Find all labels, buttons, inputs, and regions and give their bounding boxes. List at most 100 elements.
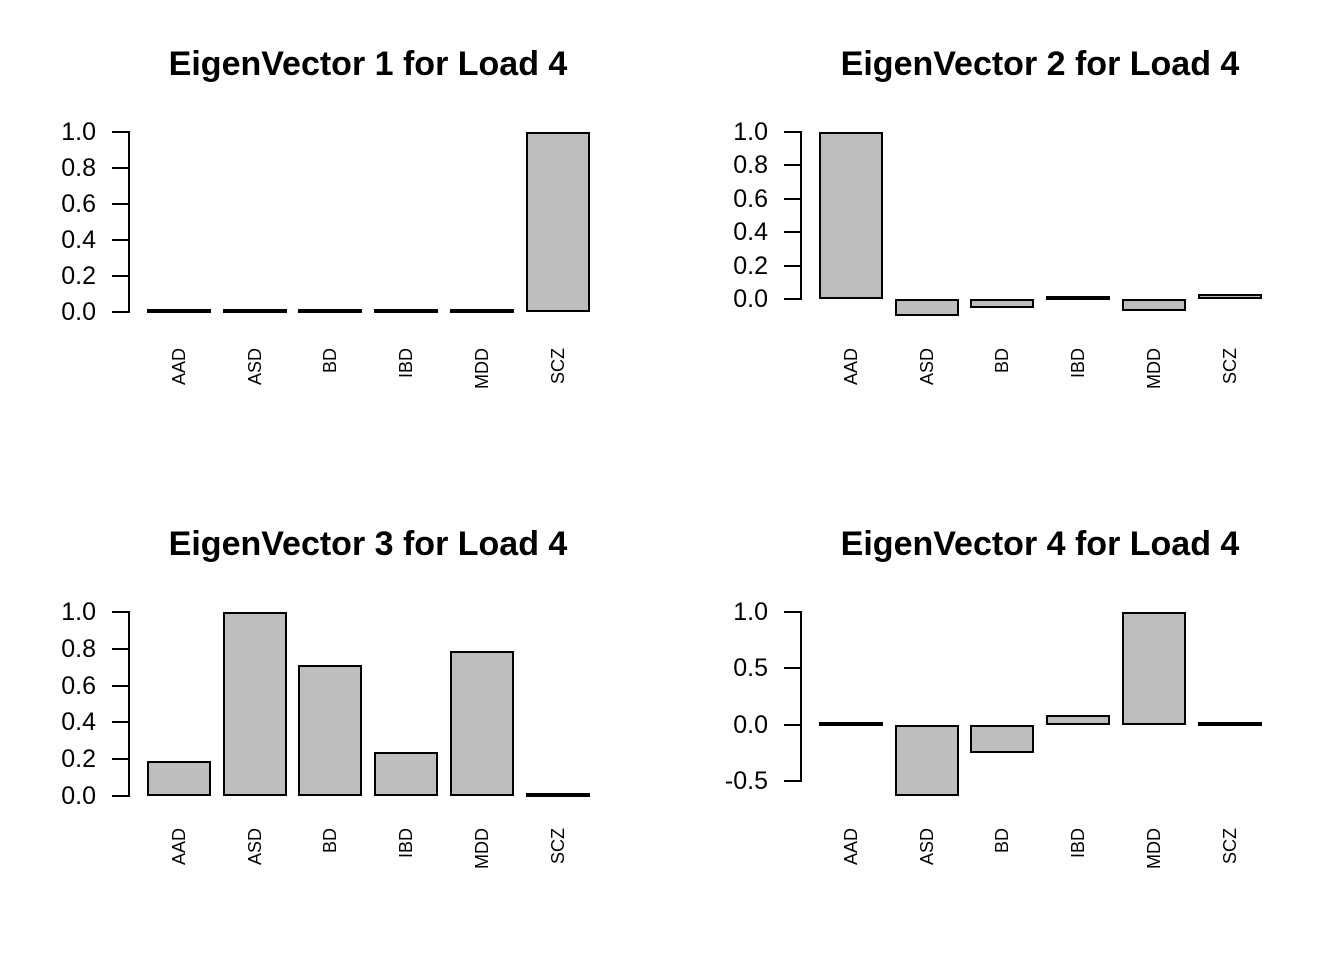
- x-category-label: SCZ: [547, 828, 568, 864]
- bar-mdd: [1121, 612, 1186, 725]
- y-axis-tick: [112, 611, 130, 613]
- y-axis-tick: [784, 131, 802, 133]
- bar-aad: [147, 309, 211, 314]
- bar-asd: [894, 299, 959, 316]
- x-category-label: IBD: [1068, 828, 1089, 859]
- x-category-label: MDD: [1143, 828, 1164, 869]
- y-tick-label: 0.6: [61, 190, 96, 219]
- y-axis-tick: [784, 780, 802, 783]
- y-axis-tick: [112, 167, 130, 170]
- y-axis-tick: [112, 647, 130, 650]
- y-axis-tick: [112, 311, 130, 314]
- plot-area: -0.5 0.0 0.5 1.0 AAD ASD BD IBD MDD SCZ: [672, 480, 1344, 960]
- y-axis-tick: [784, 298, 802, 301]
- x-category-label: IBD: [396, 348, 417, 379]
- y-tick-label: 0.2: [61, 262, 96, 291]
- x-category-label: ASD: [916, 828, 937, 866]
- y-tick-label: 0.4: [61, 226, 96, 255]
- bar-scz: [1197, 721, 1262, 726]
- x-category-label: MDD: [1143, 348, 1164, 389]
- y-tick-label: 0.4: [733, 218, 768, 247]
- bar-bd: [970, 724, 1035, 754]
- y-axis-tick: [112, 203, 130, 206]
- y-tick-label: 0.0: [733, 285, 768, 314]
- x-category-label: AAD: [169, 348, 189, 386]
- chart-title: EigenVector 4 for Load 4: [840, 525, 1240, 563]
- x-category-label: BD: [320, 828, 341, 854]
- x-category-label: AAD: [841, 348, 861, 386]
- y-tick-label: 0.8: [733, 151, 768, 180]
- chart-panel-eigenvector-4: EigenVector 4 for Load 4 -0.5 0.0 0.5 1.0 AA…: [672, 480, 1344, 960]
- y-axis-line: [128, 131, 130, 314]
- y-tick-label: 0.4: [61, 708, 96, 737]
- bar-scz: [1197, 294, 1262, 300]
- bar-aad: [819, 721, 883, 726]
- y-axis-tick: [112, 684, 130, 687]
- bar-bd: [970, 299, 1035, 308]
- bar-ibd: [1046, 714, 1111, 725]
- y-axis-tick: [784, 611, 802, 613]
- y-tick-label: 1.0: [733, 598, 768, 626]
- x-category-label: IBD: [396, 828, 417, 859]
- bar-ibd: [374, 309, 439, 314]
- bar-bd: [298, 309, 363, 314]
- y-axis-tick: [112, 239, 130, 242]
- y-axis-tick: [784, 264, 802, 267]
- x-category-label: MDD: [471, 828, 492, 869]
- x-category-label: BD: [992, 828, 1013, 854]
- y-tick-label: 0.8: [61, 154, 96, 183]
- x-category-label: SCZ: [547, 348, 568, 384]
- y-tick-label: 1.0: [61, 118, 96, 146]
- y-tick-label: -0.5: [724, 767, 768, 796]
- bar-bd: [298, 665, 363, 796]
- y-tick-label: 0.8: [61, 634, 96, 663]
- y-tick-label: 1.0: [733, 118, 768, 146]
- y-axis-tick: [784, 197, 802, 200]
- chart-panel-eigenvector-3: EigenVector 3 for Load 4 0.0 0.2 0.4 0.6 0.8…: [0, 480, 672, 960]
- chart-title: EigenVector 1 for Load 4: [168, 45, 568, 83]
- x-category-label: BD: [320, 348, 341, 374]
- x-category-label: AAD: [841, 828, 861, 866]
- x-category-label: SCZ: [1219, 348, 1240, 384]
- y-tick-label: 0.2: [61, 745, 96, 774]
- y-axis-tick: [112, 131, 130, 133]
- y-axis-tick: [112, 721, 130, 724]
- y-axis-tick: [112, 275, 130, 278]
- y-tick-label: 0.2: [733, 251, 768, 280]
- bar-asd: [222, 309, 287, 314]
- plot-area: 0.0 0.2 0.4 0.6 0.8 1.0 AAD ASD BD IBD MDD SCZ: [672, 0, 1344, 480]
- bar-ibd: [1046, 296, 1111, 301]
- bar-aad: [147, 761, 211, 796]
- y-axis-tick: [784, 164, 802, 167]
- plot-area: 0.0 0.2 0.4 0.6 0.8 1.0 AAD ASD BD IBD MDD SCZ: [0, 480, 672, 960]
- y-tick-label: 1.0: [61, 598, 96, 626]
- y-axis-line: [800, 611, 802, 783]
- y-axis-tick: [112, 758, 130, 761]
- y-axis-tick: [784, 723, 802, 726]
- y-axis-tick: [784, 231, 802, 234]
- chart-title: EigenVector 3 for Load 4: [168, 525, 568, 563]
- bar-mdd: [449, 309, 514, 314]
- bar-asd: [894, 724, 959, 796]
- y-tick-label: 0.5: [733, 654, 768, 683]
- y-axis-line: [800, 131, 802, 301]
- y-axis-line: [128, 611, 130, 797]
- x-category-label: IBD: [1068, 348, 1089, 379]
- y-tick-label: 0.0: [61, 298, 96, 327]
- x-category-label: SCZ: [1219, 828, 1240, 864]
- x-category-label: ASD: [244, 348, 265, 386]
- y-tick-label: 0.0: [733, 710, 768, 739]
- bar-scz: [525, 132, 590, 313]
- bar-ibd: [374, 751, 439, 796]
- bar-scz: [525, 793, 590, 797]
- y-tick-label: 0.6: [733, 184, 768, 213]
- y-tick-label: 0.0: [61, 782, 96, 810]
- x-category-label: BD: [992, 348, 1013, 374]
- chart-panel-eigenvector-2: EigenVector 2 for Load 4 0.0 0.2 0.4 0.6 0.8…: [672, 0, 1344, 480]
- x-category-label: MDD: [471, 348, 492, 389]
- bar-aad: [819, 132, 883, 300]
- y-axis-tick: [784, 667, 802, 670]
- chart-panel-eigenvector-1: EigenVector 1 for Load 4 0.0 0.2 0.4 0.6 0.8…: [0, 0, 672, 480]
- y-axis-tick: [112, 795, 130, 797]
